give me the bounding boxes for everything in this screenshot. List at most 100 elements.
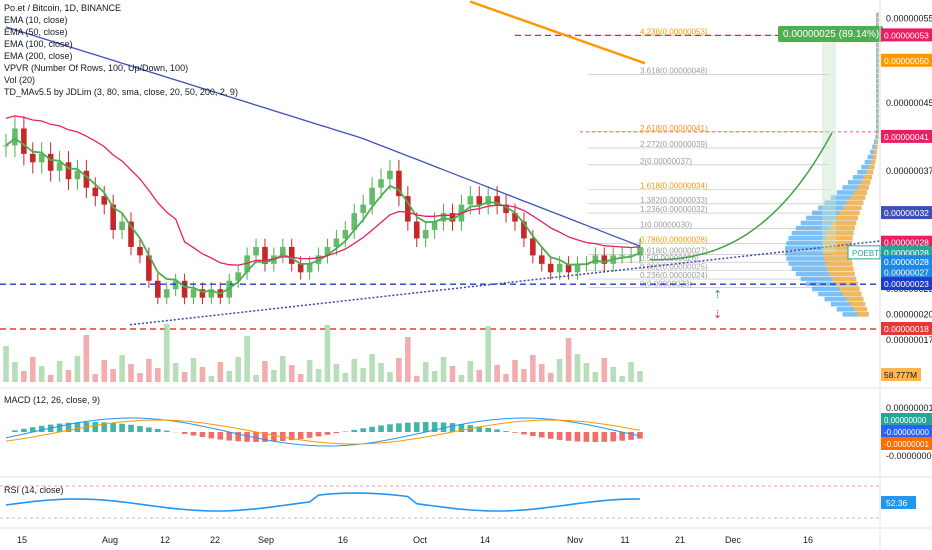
price-badge [881,322,932,335]
candle-body [12,128,18,146]
candle-body [512,213,518,222]
vp-bar-up [800,220,857,226]
vp-bar-down [823,246,852,251]
time-tick-label: 21 [675,535,685,545]
vp-bar-up [791,266,854,271]
candle-body [47,153,54,171]
candle-body [360,204,366,214]
macd-histogram-bar [413,422,420,432]
macd-histogram-bar [574,432,581,442]
macd-histogram-bar [369,426,375,432]
macd-histogram-bar [226,432,233,441]
fib-label: 2.618(0.00000041) [640,124,708,133]
candle-body [538,255,545,264]
macd-histogram-bar [74,422,81,432]
legend-vol[interactable]: Vol (20) [4,75,36,85]
vp-bar-up [876,48,879,53]
volume-bar [574,354,581,382]
rsi-badge [881,496,916,509]
vp-bar-down [877,83,879,89]
volume-bar [422,362,429,382]
macd-histogram-bar [119,423,125,432]
macd-histogram-bar [431,422,438,432]
volume-bar [315,369,322,382]
volume-bar [610,367,617,382]
volume-bar [449,366,456,382]
legend-ema200[interactable]: EMA (200, close) [4,51,73,61]
candle-body [592,255,599,264]
legend-ema10[interactable]: EMA (10, close) [4,15,68,25]
time-tick-label: 16 [803,535,813,545]
time-tick-label: Dec [725,535,742,545]
volume-bar [333,364,340,382]
vp-bar-down [877,58,879,63]
volume-bar [38,366,45,382]
volume-bar [628,362,634,382]
vp-bar-down [877,17,879,23]
candle-body [101,196,108,205]
vp-bar-up [818,205,862,210]
macd-histogram-bar [333,432,340,434]
volume-bar [360,368,366,382]
candle-body [547,263,554,273]
vp-bar-up [876,129,879,134]
candle-body [137,246,143,256]
volume-bar [12,362,18,382]
macd-histogram-bar [306,432,313,438]
vp-bar-up [876,43,879,48]
price-badge [881,206,932,220]
price-badge-label: 0.00000041 [884,132,929,142]
macd-legend[interactable]: MACD (12, 26, close, 9) [4,395,101,405]
macd-histogram-bar [512,432,518,433]
price-tick-label: 0.00000020 [886,310,932,320]
vp-bar-up [791,230,854,236]
vp-bar-up [876,119,879,124]
volume-bar [253,375,259,382]
macd-histogram-bar [128,424,134,432]
legend-tdma[interactable]: TD_MAv5.5 by JDLim (3, 80, sma, close, 2… [4,87,238,97]
macd-histogram-bar [146,427,152,432]
macd-histogram-bar [235,432,241,442]
vp-bar-down [877,103,879,109]
volume-bar [297,374,304,382]
fib-label: 2(0.00000037) [640,157,692,166]
price-badge [881,235,932,249]
vp-bar-down [854,307,868,312]
chart-legend: Po.et / Bitcoin, 1D, BINANCE EMA (10, cl… [4,2,238,98]
candle-body [637,246,643,256]
volume-bar [235,357,241,382]
macd-histogram-bar [503,431,509,432]
volume-bar [565,338,572,382]
candle-body [262,246,268,264]
legend-ema100[interactable]: EMA (100, close) [4,39,73,49]
projection-box [822,35,836,253]
volume-bar [74,356,81,382]
fib-label: 1.382(0.00000033) [640,196,708,205]
legend-ema50[interactable]: EMA (50, close) [4,27,68,37]
rsi-legend[interactable]: RSI (14, close) [4,485,64,495]
price-badge [881,53,932,67]
vp-bar-up [876,68,879,73]
price-tick-label: 0.00000017 [886,335,932,345]
candle-body [83,170,90,188]
macd-histogram-bar [387,424,393,432]
volume-bar [181,372,188,382]
macd-histogram-bar [297,432,304,440]
candle-body [521,221,527,239]
volume-bar [199,367,206,382]
candle-body [485,196,491,205]
candle-body [128,221,134,247]
vp-bar-up [830,195,866,200]
price-badge-label: 0.00000018 [884,324,929,334]
volume-bar [101,360,108,382]
price-badge-label: 0.00000027 [884,267,929,277]
volume-bar [619,376,625,382]
volume-bar [405,337,411,382]
volume-bar [467,361,474,382]
candle-body [56,162,63,171]
vp-bar-up [857,169,874,175]
ema100-line [5,26,641,247]
legend-vpvr[interactable]: VPVR (Number Of Rows, 100, Up/Down, 100) [4,63,189,73]
